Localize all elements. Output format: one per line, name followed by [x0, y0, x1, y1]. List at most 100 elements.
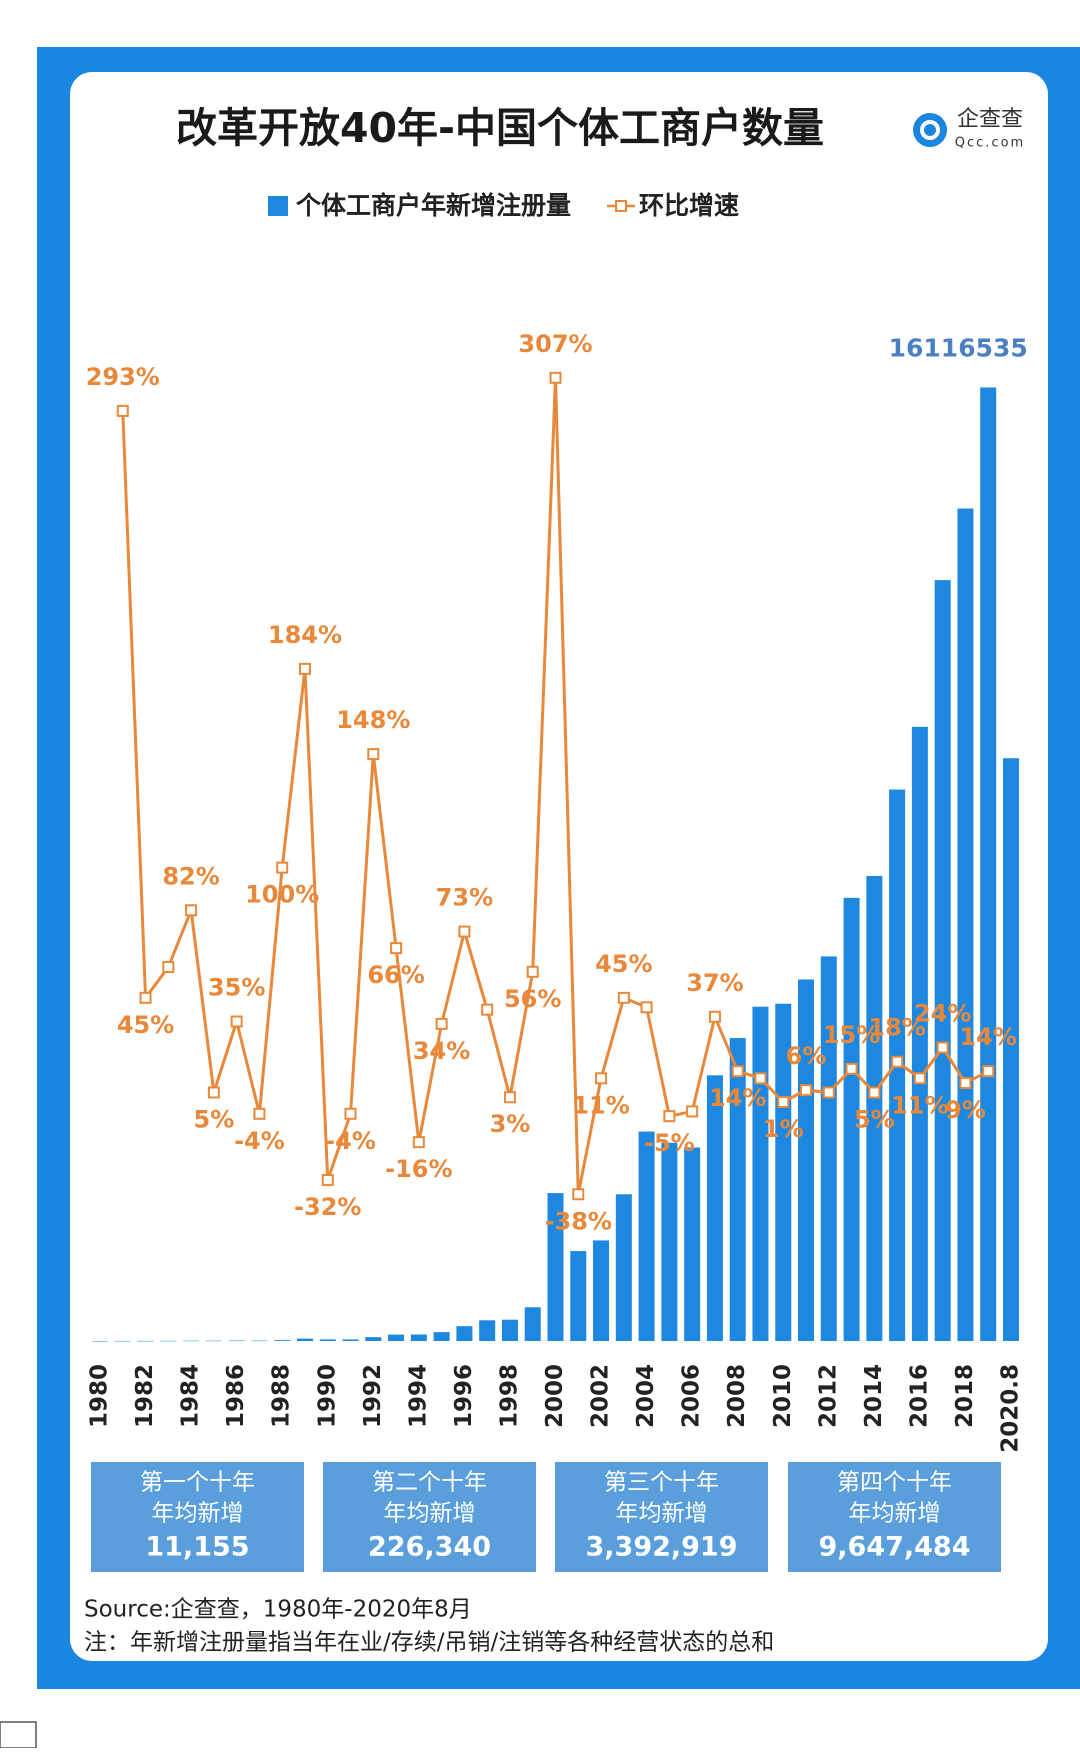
bar: [752, 1006, 769, 1341]
line-label: -5%: [644, 1129, 695, 1157]
bar: [547, 1193, 564, 1341]
artifact-box: [0, 1721, 37, 1749]
bar: [388, 1334, 405, 1341]
bar: [274, 1340, 291, 1341]
bar: [205, 1340, 222, 1342]
line-marker: [503, 1091, 516, 1104]
line-marker: [185, 904, 198, 917]
line-marker: [139, 991, 152, 1004]
line-marker: [116, 404, 129, 417]
bar: [706, 1075, 723, 1341]
x-tick-label: 2000: [542, 1364, 568, 1428]
panel: [555, 1462, 768, 1572]
x-tick-label: 2004: [633, 1364, 659, 1428]
line-marker: [481, 1003, 494, 1016]
source: Source:企查查，1980年-2020年8月: [84, 1597, 472, 1623]
bar: [365, 1337, 382, 1341]
bar: [160, 1340, 177, 1342]
panel-value: 226,340: [368, 1532, 491, 1563]
line-marker: [800, 1084, 813, 1097]
line-label: 184%: [268, 621, 342, 649]
bar: [92, 1340, 108, 1342]
bar: [524, 1307, 541, 1341]
line-label: 5%: [194, 1106, 235, 1134]
line-marker: [640, 1001, 653, 1014]
line-label: 35%: [208, 974, 265, 1002]
line-label: 1%: [763, 1115, 804, 1143]
line-label: 148%: [336, 706, 410, 734]
bar: [684, 1147, 701, 1341]
bar: [319, 1339, 336, 1341]
panel-title: 第二个十年: [372, 1470, 487, 1496]
bar: [410, 1334, 427, 1341]
panel-value: 9,647,484: [818, 1532, 970, 1563]
line-marker: [868, 1086, 881, 1099]
line-marker: [526, 965, 539, 978]
line-label: -4%: [325, 1127, 376, 1155]
x-tick-label: 1986: [223, 1364, 249, 1428]
line-label: 24%: [914, 1000, 971, 1028]
x-tick-label: 2006: [679, 1364, 705, 1428]
note: 注：年新增注册量指当年在业/存续/吊销/注销等各种经营状态的总和: [84, 1630, 774, 1656]
panel-subtitle: 年均新增: [616, 1501, 708, 1527]
bar: [934, 580, 951, 1341]
x-tick-label: 2018: [952, 1364, 978, 1428]
panel-subtitle: 年均新增: [152, 1501, 244, 1527]
x-tick-label: 2016: [906, 1364, 932, 1428]
bar: [661, 1142, 678, 1341]
line-marker: [321, 1174, 334, 1187]
line-marker: [777, 1095, 790, 1108]
panel-title: 第三个十年: [604, 1470, 719, 1496]
line-label: -32%: [294, 1193, 361, 1221]
panel-subtitle: 年均新增: [384, 1501, 476, 1527]
line-marker: [458, 925, 471, 938]
line-marker: [367, 748, 380, 761]
line-marker: [663, 1110, 676, 1123]
bar: [843, 897, 860, 1341]
line-marker: [845, 1062, 858, 1075]
line-label: 100%: [245, 881, 319, 909]
panel: [91, 1462, 304, 1572]
x-tick-label: 1992: [360, 1364, 386, 1428]
x-tick-label: 2002: [588, 1364, 614, 1428]
bar: [866, 875, 883, 1341]
line-marker: [230, 1015, 243, 1028]
line-marker: [162, 961, 175, 974]
line-label: -16%: [385, 1155, 452, 1183]
panel-value: 3,392,919: [585, 1532, 737, 1563]
line-marker: [891, 1055, 904, 1068]
line-label: 45%: [595, 950, 652, 978]
line-label: 14%: [959, 1023, 1016, 1051]
line-marker: [731, 1065, 744, 1078]
x-tick-label: 1994: [405, 1364, 431, 1428]
bar: [980, 387, 997, 1341]
bar: [456, 1326, 473, 1341]
legend-label: 个体工商户年新增注册量: [296, 191, 571, 220]
line-label: 37%: [686, 969, 743, 997]
line-label: 34%: [413, 1037, 470, 1065]
line-marker: [959, 1077, 972, 1090]
bar: [479, 1320, 496, 1341]
line-marker: [344, 1107, 357, 1120]
bar: [729, 1038, 746, 1341]
bar: [957, 508, 974, 1341]
bar: [775, 1003, 792, 1341]
panel: [323, 1462, 536, 1572]
line-label: 15%: [823, 1021, 880, 1049]
line-marker: [686, 1105, 699, 1118]
line-label: 56%: [504, 985, 561, 1013]
panel: [788, 1462, 1001, 1572]
bar: [114, 1340, 131, 1342]
legend-swatch: [268, 196, 288, 216]
line-label: 307%: [518, 330, 592, 358]
bar: [251, 1340, 268, 1342]
legend-swatch: [615, 200, 628, 212]
x-tick-label: 1980: [87, 1364, 113, 1428]
line-label: 3%: [490, 1110, 531, 1138]
line-marker: [549, 371, 562, 384]
line-label: 82%: [162, 862, 219, 890]
line-label: 293%: [86, 363, 160, 391]
line-label: 45%: [117, 1011, 174, 1039]
